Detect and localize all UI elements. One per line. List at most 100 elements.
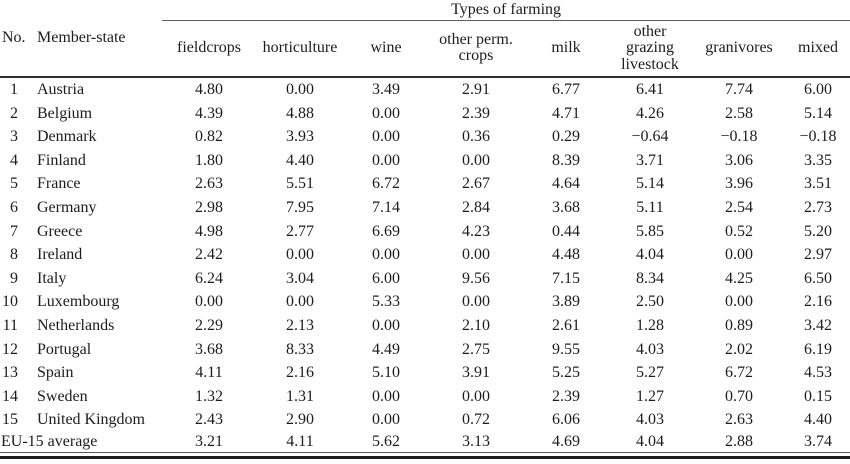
value-cell: 2.54 <box>725 198 753 216</box>
value-cell: 1.27 <box>636 387 664 405</box>
value-cell: 2.97 <box>804 246 833 264</box>
value-cell: 1.28 <box>636 316 664 334</box>
member-state-name: Belgium <box>37 104 93 122</box>
value-cell: 2.98 <box>195 198 223 216</box>
table-row: 9 Italy 6.24 3.04 6.00 9.56 7.15 8.34 4.25 6.50 <box>0 267 850 291</box>
value-cell: 5.20 <box>804 222 833 240</box>
value-cell: 4.23 <box>462 222 490 240</box>
value-cell: 4.11 <box>195 364 223 382</box>
row-number: 14 <box>2 387 18 405</box>
table-row: 1 Austria 4.80 0.00 3.49 2.91 6.77 6.41 7.74 6.00 <box>0 77 850 102</box>
value-cell: 4.88 <box>286 104 314 122</box>
member-state-name: Italy <box>37 269 67 287</box>
average-row-label: EU-15 average <box>0 431 162 453</box>
average-value-other-perm-crops: 3.13 <box>428 431 524 453</box>
value-cell: 1.80 <box>195 151 223 169</box>
value-cell: 3.93 <box>286 128 314 146</box>
member-state-name: Spain <box>37 364 74 382</box>
value-cell: 0.00 <box>462 246 490 264</box>
table-row: 7 Greece 4.98 2.77 6.69 4.23 0.44 5.85 0.52 5.20 <box>0 220 850 244</box>
value-cell: 2.61 <box>552 316 580 334</box>
member-state-name: Denmark <box>37 128 97 146</box>
value-cell: 6.77 <box>552 81 580 98</box>
value-cell: 4.49 <box>372 340 400 358</box>
average-row: EU-15 average 3.21 4.11 5.62 3.13 4.69 4… <box>0 431 850 453</box>
value-cell: 2.73 <box>804 198 833 216</box>
value-cell: 4.03 <box>636 411 664 429</box>
row-number: 8 <box>10 246 18 264</box>
value-cell: 5.85 <box>636 222 664 240</box>
value-cell: 3.91 <box>462 364 490 382</box>
table-row: 8 Ireland 2.42 0.00 0.00 0.00 4.48 4.04 0.00 2.97 <box>0 243 850 267</box>
row-number: 11 <box>2 316 18 334</box>
average-value-milk: 4.69 <box>524 431 608 453</box>
member-state-name: United Kingdom <box>37 411 145 429</box>
value-cell: 0.00 <box>462 387 490 405</box>
table-row: 2 Belgium 4.39 4.88 0.00 2.39 4.71 4.26 2.58 5.14 <box>0 102 850 126</box>
table-footer: EU-15 average 3.21 4.11 5.62 3.13 4.69 4… <box>0 431 850 453</box>
row-number: 13 <box>2 364 18 382</box>
member-state-name: Luxembourg <box>37 293 120 311</box>
value-cell: 3.49 <box>372 81 400 98</box>
average-value-wine: 5.62 <box>344 431 428 453</box>
member-state-name: Ireland <box>37 246 83 264</box>
value-cell: 3.35 <box>804 151 833 169</box>
row-number: 9 <box>10 269 18 287</box>
col-header-granivores: granivores <box>692 20 786 78</box>
row-number: 3 <box>10 128 18 146</box>
value-cell: 2.67 <box>462 175 490 193</box>
average-value-other-grazing-livestock: 4.04 <box>608 431 692 453</box>
value-cell: 3.42 <box>804 316 833 334</box>
value-cell: 6.24 <box>195 269 223 287</box>
value-cell: 0.52 <box>725 222 753 240</box>
group-header-types-of-farming: Types of farming <box>162 0 850 21</box>
value-cell: 4.25 <box>725 269 753 287</box>
farming-types-table: No. Member-state Types of farming fieldc… <box>0 0 850 453</box>
average-value-mixed: 3.74 <box>786 431 850 453</box>
value-cell: 0.36 <box>462 128 490 146</box>
value-cell: 0.00 <box>372 316 400 334</box>
value-cell: 4.64 <box>552 175 580 193</box>
value-cell: 5.25 <box>552 364 580 382</box>
value-cell: 8.34 <box>636 269 664 287</box>
value-cell: 0.70 <box>725 387 753 405</box>
value-cell: 2.91 <box>462 81 490 98</box>
table-row: 5 France 2.63 5.51 6.72 2.67 4.64 5.14 3.96 3.51 <box>0 172 850 196</box>
table-row: 14 Sweden 1.32 1.31 0.00 0.00 2.39 1.27 0.70 0.15 <box>0 385 850 409</box>
col-header-wine: wine <box>344 20 428 78</box>
value-cell: 2.39 <box>462 104 490 122</box>
value-cell: 5.11 <box>636 198 664 216</box>
row-number: 6 <box>10 198 18 216</box>
value-cell: 0.00 <box>372 246 400 264</box>
col-header-other-grazing-livestock: other grazing livestock <box>608 20 692 78</box>
value-cell: 7.15 <box>552 269 580 287</box>
value-cell: 4.80 <box>195 81 223 98</box>
value-cell: 0.00 <box>372 104 400 122</box>
row-number: 4 <box>10 151 18 169</box>
value-cell: 5.14 <box>804 104 833 122</box>
table-row: 11 Netherlands 2.29 2.13 0.00 2.10 2.61 1.28 0.8… <box>0 314 850 338</box>
value-cell: 6.69 <box>372 222 400 240</box>
value-cell: 0.00 <box>462 293 490 311</box>
value-cell: 0.00 <box>195 293 223 311</box>
value-cell: 4.40 <box>804 411 833 429</box>
value-cell: 0.72 <box>462 411 490 429</box>
value-cell: 7.74 <box>725 81 753 98</box>
member-state-name: Sweden <box>37 387 88 405</box>
value-cell: 0.00 <box>286 293 314 311</box>
row-number: 15 <box>2 411 18 429</box>
value-cell: 2.02 <box>725 340 753 358</box>
value-cell: 4.26 <box>636 104 664 122</box>
value-cell: 3.68 <box>195 340 223 358</box>
col-header-other-perm-crops: other perm. crops <box>428 20 524 78</box>
value-cell: 6.72 <box>372 175 400 193</box>
member-state-name: Germany <box>37 198 97 216</box>
value-cell: 0.00 <box>372 387 400 405</box>
value-cell: 2.16 <box>286 364 314 382</box>
value-cell: 5.27 <box>636 364 664 382</box>
average-value-granivores: 2.88 <box>692 431 786 453</box>
value-cell: 2.13 <box>286 316 314 334</box>
row-number: 12 <box>2 340 18 358</box>
value-cell: 6.41 <box>636 81 664 98</box>
value-cell: 2.50 <box>636 293 664 311</box>
